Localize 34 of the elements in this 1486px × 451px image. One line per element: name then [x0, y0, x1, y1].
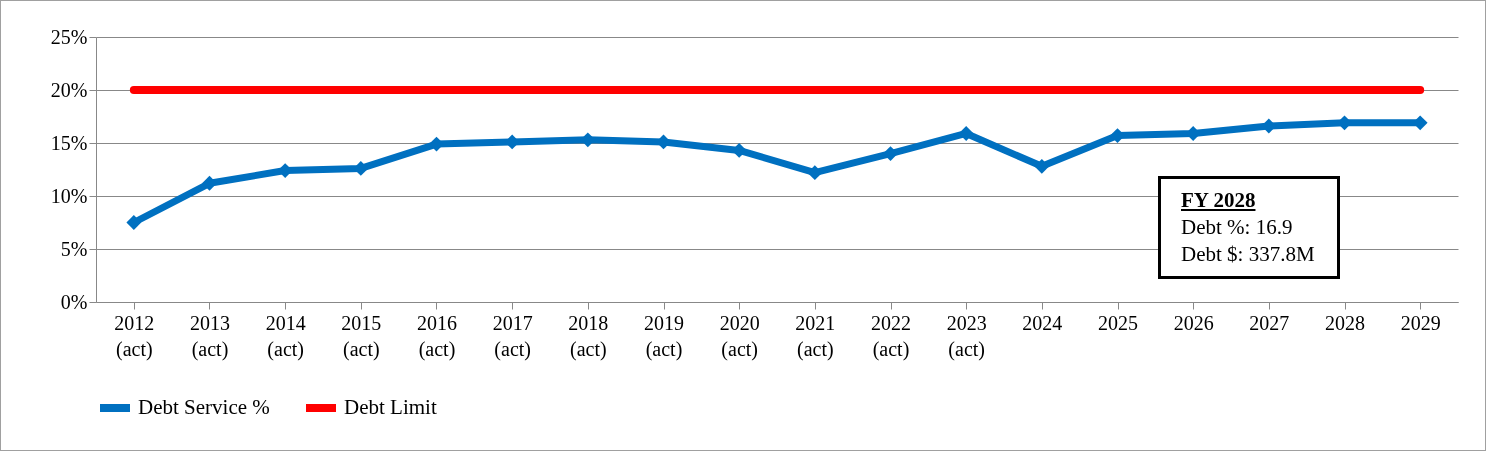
x-tick-label: 2012 (act) [114, 311, 155, 361]
y-tick-label: 10% [50, 184, 88, 207]
x-tick-label: 2018 (act) [568, 311, 609, 361]
x-tick-label: 2022 (act) [871, 311, 911, 361]
point [807, 165, 823, 181]
legend-label: Debt Service % [138, 395, 270, 419]
x-tick-label: 2013 (act) [190, 311, 230, 361]
point [883, 146, 898, 162]
x-tick-label: 2014 (act) [265, 311, 306, 361]
x-tick-label: 2019 (act) [644, 311, 684, 361]
x-tick-label: 2027 [1249, 311, 1290, 334]
y-tick-label: 20% [50, 78, 88, 101]
x-tick-label: 2016 (act) [417, 311, 457, 361]
annotation: Debt $: 337.8M [1181, 241, 1315, 268]
legend-label: Debt Limit [344, 395, 437, 419]
point [958, 126, 974, 141]
x-tick-label: 2015 (act) [341, 311, 382, 361]
x-tick-label: 2021 (act) [795, 311, 836, 361]
y-tick-label: 15% [50, 131, 88, 154]
point [1034, 158, 1050, 174]
y-tick-label: 5% [60, 237, 88, 260]
x-tick-label: 2029 [1400, 311, 1441, 334]
x-tick-label: 2026 [1173, 311, 1214, 334]
x-tick-label: 2020 (act) [719, 311, 760, 361]
annotation: Debt %: 16.9 [1181, 214, 1294, 241]
x-tick-label: 2024 [1022, 311, 1063, 334]
y-tick-label: 25% [50, 25, 88, 48]
annotation: FY 2028 [1181, 187, 1257, 214]
x-tick-label: 2025 [1098, 311, 1138, 334]
y-tick-label: 0% [60, 290, 88, 313]
point [126, 215, 142, 230]
x-tick-label: 2023 (act) [946, 311, 987, 361]
x-tick-label: 2017 (act) [492, 311, 533, 361]
x-tick-label: 2028 [1325, 311, 1365, 334]
